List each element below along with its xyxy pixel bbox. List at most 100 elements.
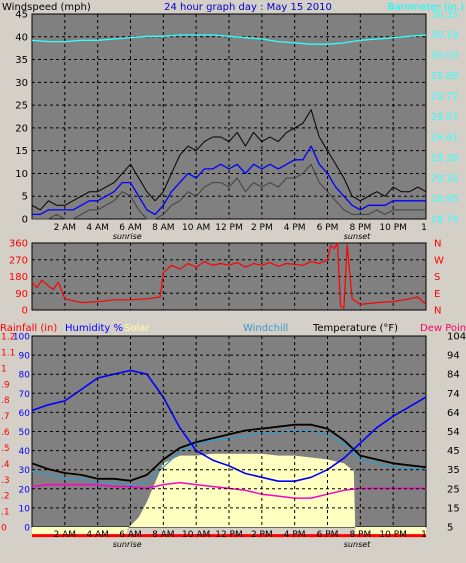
- time-tick: 10 AM: [182, 223, 210, 233]
- direction-compass-tick: N: [434, 239, 441, 250]
- temperature-humidity-panel: Rainfall (in) Humidity % Solar Windchill…: [0, 323, 466, 549]
- graph-title: 24 hour graph day : May 15 2010: [164, 2, 332, 13]
- temperature-tick: 15: [447, 503, 460, 514]
- windspeed-tick: 10: [15, 169, 28, 180]
- windspeed-tick: 5: [22, 192, 28, 203]
- direction-degree-tick: 360: [9, 239, 28, 250]
- humidity-axis-label: Humidity %: [65, 323, 123, 334]
- rainfall-tick: .2: [1, 492, 10, 502]
- solar-axis-label: Solar: [124, 323, 150, 334]
- wind-gust-line: [31, 109, 427, 211]
- humidity-tick-labels: 0 10 20 30 40 50 60 70 80 90 100: [13, 333, 30, 534]
- barometer-tick: 30.03: [431, 51, 458, 62]
- time-tick-bottom: 10 AM: [182, 530, 210, 540]
- temperature-tick: 54: [447, 427, 460, 438]
- direction-compass-tick: E: [434, 289, 440, 300]
- time-tick: 6 PM: [317, 223, 339, 233]
- windspeed-tick: 0: [22, 215, 28, 226]
- windspeed-tick: 45: [15, 10, 28, 21]
- barometer-tick: 28.95: [431, 194, 458, 205]
- windspeed-axis-label: Windspeed (mph): [2, 2, 91, 13]
- time-tick: 8 AM: [152, 223, 175, 233]
- rainfall-tick: .4: [1, 460, 10, 470]
- direction-degree-tick: 0: [22, 306, 28, 317]
- temperature-tick: 64: [447, 408, 460, 419]
- sunset-label: sunset: [344, 232, 371, 241]
- temperature-tick: 104: [447, 332, 466, 343]
- humidity-tick: 30: [19, 466, 31, 476]
- temperature-tick: 35: [447, 465, 460, 476]
- barometer-tick: 28.79: [431, 215, 458, 226]
- temperature-grid: [32, 336, 426, 527]
- time-tick-bottom: 6 PM: [317, 530, 339, 540]
- direction-compass-tick: W: [434, 255, 444, 266]
- humidity-tick: 20: [19, 485, 31, 495]
- temperature-tick-labels: 5 15 25 35 45 54 64 74 84 94 104: [447, 332, 466, 534]
- humidity-tick: 40: [19, 447, 31, 457]
- rainfall-tick: .5: [1, 444, 10, 454]
- humidity-tick: 0: [24, 524, 30, 534]
- barometer-tick: 29.26: [431, 153, 458, 164]
- wind-lull-line: [32, 163, 426, 220]
- humidity-tick: 100: [13, 333, 30, 343]
- wind-series: [31, 34, 427, 220]
- humidity-tick: 80: [19, 371, 31, 381]
- wind-barometer-panel: Windspeed (mph) 24 hour graph day : May …: [2, 2, 464, 241]
- dewpoint-label: Dew Point: [420, 323, 466, 334]
- barometer-tick: 30.35: [431, 10, 458, 21]
- sunrise-label: sunrise: [113, 232, 142, 241]
- barometer-tick: 29.72: [431, 92, 458, 103]
- barometer-axis-label: Barometer (in.): [388, 2, 464, 13]
- barometer-tick: 29.10: [431, 174, 458, 185]
- rainfall-tick: .7: [1, 412, 10, 422]
- windspeed-tick: 30: [15, 78, 28, 89]
- rainfall-tick: 0: [1, 524, 7, 534]
- time-tick-bottom: 2 AM: [54, 530, 77, 540]
- time-tick-labels: 2 AM 4 AM 6 AM 8 AM 10 AM 12 PM 2 PM 4 PM 6 PM 8 …: [54, 223, 427, 233]
- direction-degree-labels: 0 90 180 270 360: [9, 239, 28, 317]
- temperature-axis-label: Temperature (°F): [312, 323, 398, 334]
- direction-degree-tick: 90: [15, 289, 28, 300]
- time-tick: 10 PM: [379, 223, 407, 233]
- time-tick: 1: [421, 223, 427, 233]
- direction-compass-tick: N: [434, 306, 441, 317]
- barometer-tick: 29.88: [431, 71, 458, 82]
- time-tick: 2 PM: [251, 223, 273, 233]
- humidity-tick: 90: [19, 352, 31, 362]
- time-tick: 6 AM: [119, 223, 142, 233]
- rainfall-tick: 1.2: [1, 333, 15, 343]
- time-tick-bottom: 6 AM: [119, 530, 142, 540]
- time-tick-bottom: 4 PM: [284, 530, 306, 540]
- time-tick-bottom: 12 PM: [215, 530, 243, 540]
- wind-average-line: [32, 145, 426, 216]
- time-tick: 2 AM: [54, 223, 77, 233]
- time-tick: 4 PM: [284, 223, 306, 233]
- rainfall-tick: .1: [1, 508, 10, 518]
- sunrise-label-bottom: sunrise: [113, 540, 142, 549]
- temperature-tick: 25: [447, 484, 460, 495]
- rainfall-tick: 1: [1, 364, 7, 374]
- time-tick-bottom: 2 PM: [251, 530, 273, 540]
- time-tick-bottom: 8 AM: [152, 530, 175, 540]
- temperature-tick: 74: [447, 389, 460, 400]
- rainfall-tick: .9: [1, 380, 10, 390]
- temperature-tick: 5: [447, 523, 453, 534]
- windspeed-tick-labels: 0 5 10 15 20 25 30 35 40 45: [15, 10, 28, 226]
- direction-degree-tick: 180: [9, 272, 28, 283]
- time-tick-labels-bottom: 2 AM 4 AM 6 AM 8 AM 10 AM 12 PM 2 PM 4 PM 6 PM 8 …: [54, 530, 427, 540]
- humidity-tick: 10: [19, 504, 31, 514]
- time-tick: 4 AM: [86, 223, 109, 233]
- humidity-tick: 50: [19, 428, 31, 438]
- time-tick-bottom: 4 AM: [86, 530, 109, 540]
- wind-grid: [32, 14, 426, 219]
- time-tick: 12 PM: [215, 223, 243, 233]
- direction-degree-tick: 270: [9, 255, 28, 266]
- time-tick-bottom: 1: [421, 530, 427, 540]
- direction-line: [31, 242, 427, 309]
- direction-compass-tick: S: [434, 272, 440, 283]
- windspeed-tick: 15: [15, 146, 28, 157]
